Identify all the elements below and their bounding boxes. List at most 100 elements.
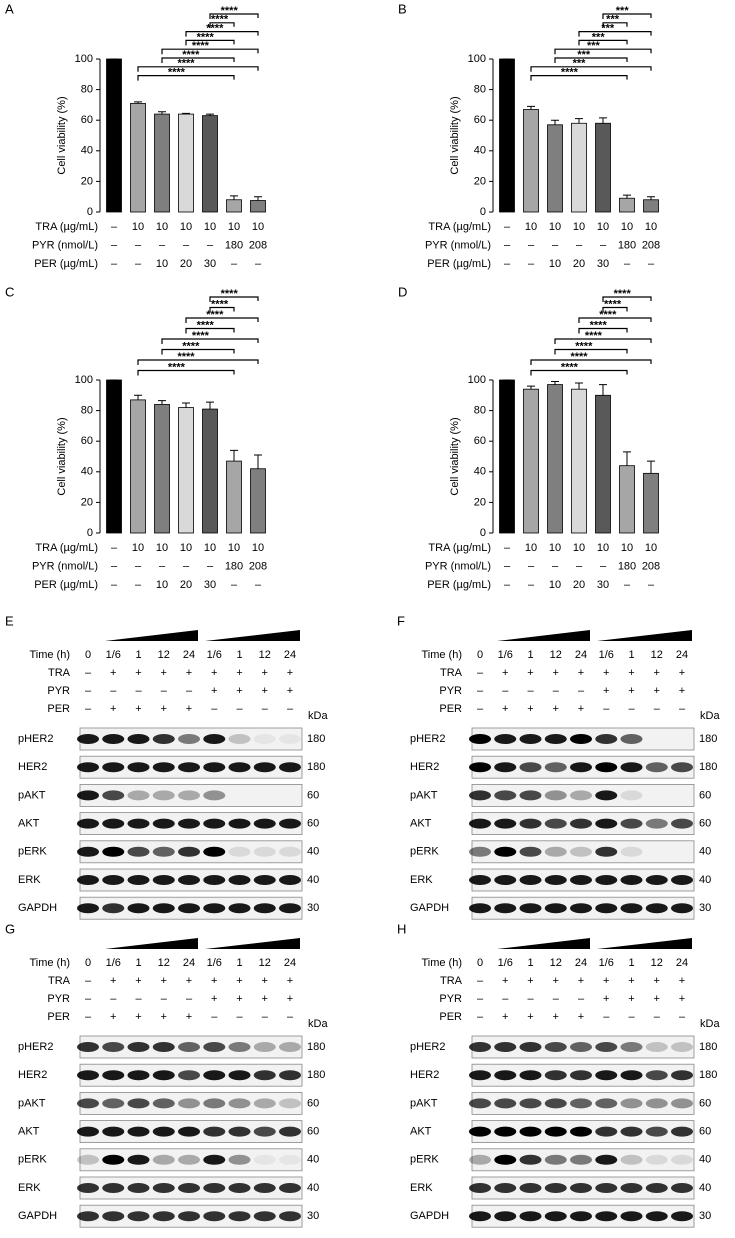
kda-label: 40 xyxy=(699,874,711,886)
band xyxy=(203,903,226,914)
y-tick-label: 60 xyxy=(81,435,93,447)
row-value: 1/6 xyxy=(106,649,121,661)
band xyxy=(152,1098,175,1109)
band xyxy=(494,1183,517,1193)
band xyxy=(544,790,567,801)
row-value: 1/6 xyxy=(106,957,121,969)
condition-value: – xyxy=(135,560,142,572)
row-label: TRA xyxy=(440,667,463,679)
protein-label: AKT xyxy=(18,1126,40,1138)
band xyxy=(102,1098,125,1109)
band xyxy=(279,762,301,773)
condition-value: – xyxy=(600,560,607,572)
band xyxy=(77,875,99,885)
condition-value: – xyxy=(111,258,118,270)
condition-value: – xyxy=(183,239,190,251)
row-value: – xyxy=(211,703,218,715)
bar xyxy=(250,468,266,534)
y-tick-label: 80 xyxy=(81,405,93,417)
bar xyxy=(523,109,539,213)
row-value: – xyxy=(578,685,585,697)
panel-label: G xyxy=(5,921,15,936)
row-value: 1 xyxy=(628,649,634,661)
band xyxy=(102,1154,125,1165)
row-value: + xyxy=(603,975,609,987)
y-tick-label: 80 xyxy=(81,84,93,96)
row-value: + xyxy=(628,667,634,679)
band xyxy=(279,846,301,857)
significance-bracket xyxy=(209,13,259,19)
band xyxy=(570,818,592,829)
kda-label: 40 xyxy=(307,874,319,886)
row-value: + xyxy=(186,975,192,987)
band xyxy=(152,1126,175,1137)
blot-strip xyxy=(79,1148,303,1172)
band xyxy=(519,846,542,857)
y-tick-label: 0 xyxy=(87,206,93,218)
band xyxy=(645,762,668,773)
significance-bracket xyxy=(137,369,235,376)
row-value: + xyxy=(502,703,508,715)
band xyxy=(544,734,567,744)
band xyxy=(77,903,99,914)
significance-label: **** xyxy=(177,351,195,363)
panel-label: B xyxy=(398,1,407,16)
condition-value: – xyxy=(111,221,118,233)
row-value: + xyxy=(603,993,609,1005)
band xyxy=(127,1154,150,1165)
row-value: 24 xyxy=(575,649,587,661)
row-value: + xyxy=(578,975,584,987)
condition-value: – xyxy=(600,239,607,251)
condition-value: 180 xyxy=(618,239,636,251)
condition-value: 10 xyxy=(156,542,168,554)
row-value: – xyxy=(654,1011,661,1023)
band xyxy=(152,1154,175,1165)
y-tick-label: 40 xyxy=(81,466,93,478)
band xyxy=(671,847,693,857)
band xyxy=(570,875,592,885)
band xyxy=(570,762,592,773)
band xyxy=(620,790,643,801)
row-value: – xyxy=(262,1011,269,1023)
band xyxy=(494,1070,517,1081)
band xyxy=(178,846,200,857)
band xyxy=(620,1070,643,1081)
kda-label: 180 xyxy=(699,1041,717,1053)
band xyxy=(102,875,125,885)
bar xyxy=(178,407,194,534)
band xyxy=(519,1098,542,1109)
band xyxy=(494,875,517,885)
row-value: – xyxy=(110,685,117,697)
condition-value: – xyxy=(159,239,166,251)
y-tick-label: 40 xyxy=(474,145,486,157)
band xyxy=(254,790,276,800)
row-value: 12 xyxy=(158,957,170,969)
band xyxy=(595,1183,618,1193)
row-label: PER xyxy=(47,703,70,715)
band xyxy=(595,1098,618,1109)
band xyxy=(279,1042,301,1052)
band xyxy=(127,1042,150,1052)
row-value: + xyxy=(211,993,217,1005)
y-tick-label: 60 xyxy=(81,114,93,126)
band xyxy=(228,1042,251,1052)
row-value: + xyxy=(527,667,533,679)
condition-value: – xyxy=(576,239,583,251)
error-bar xyxy=(575,382,583,390)
band xyxy=(178,1098,200,1109)
band xyxy=(178,1211,200,1222)
band xyxy=(671,1211,693,1222)
bar xyxy=(130,102,146,213)
band xyxy=(595,790,618,801)
band xyxy=(620,875,643,885)
band xyxy=(494,1211,517,1222)
row-value: + xyxy=(161,1011,167,1023)
band xyxy=(228,1070,251,1081)
band xyxy=(645,1183,668,1193)
band xyxy=(178,1126,200,1137)
row-value: + xyxy=(502,975,508,987)
band xyxy=(228,1126,251,1137)
row-label: Time (h) xyxy=(29,649,70,661)
row-value: + xyxy=(262,667,268,679)
band xyxy=(253,1098,276,1109)
